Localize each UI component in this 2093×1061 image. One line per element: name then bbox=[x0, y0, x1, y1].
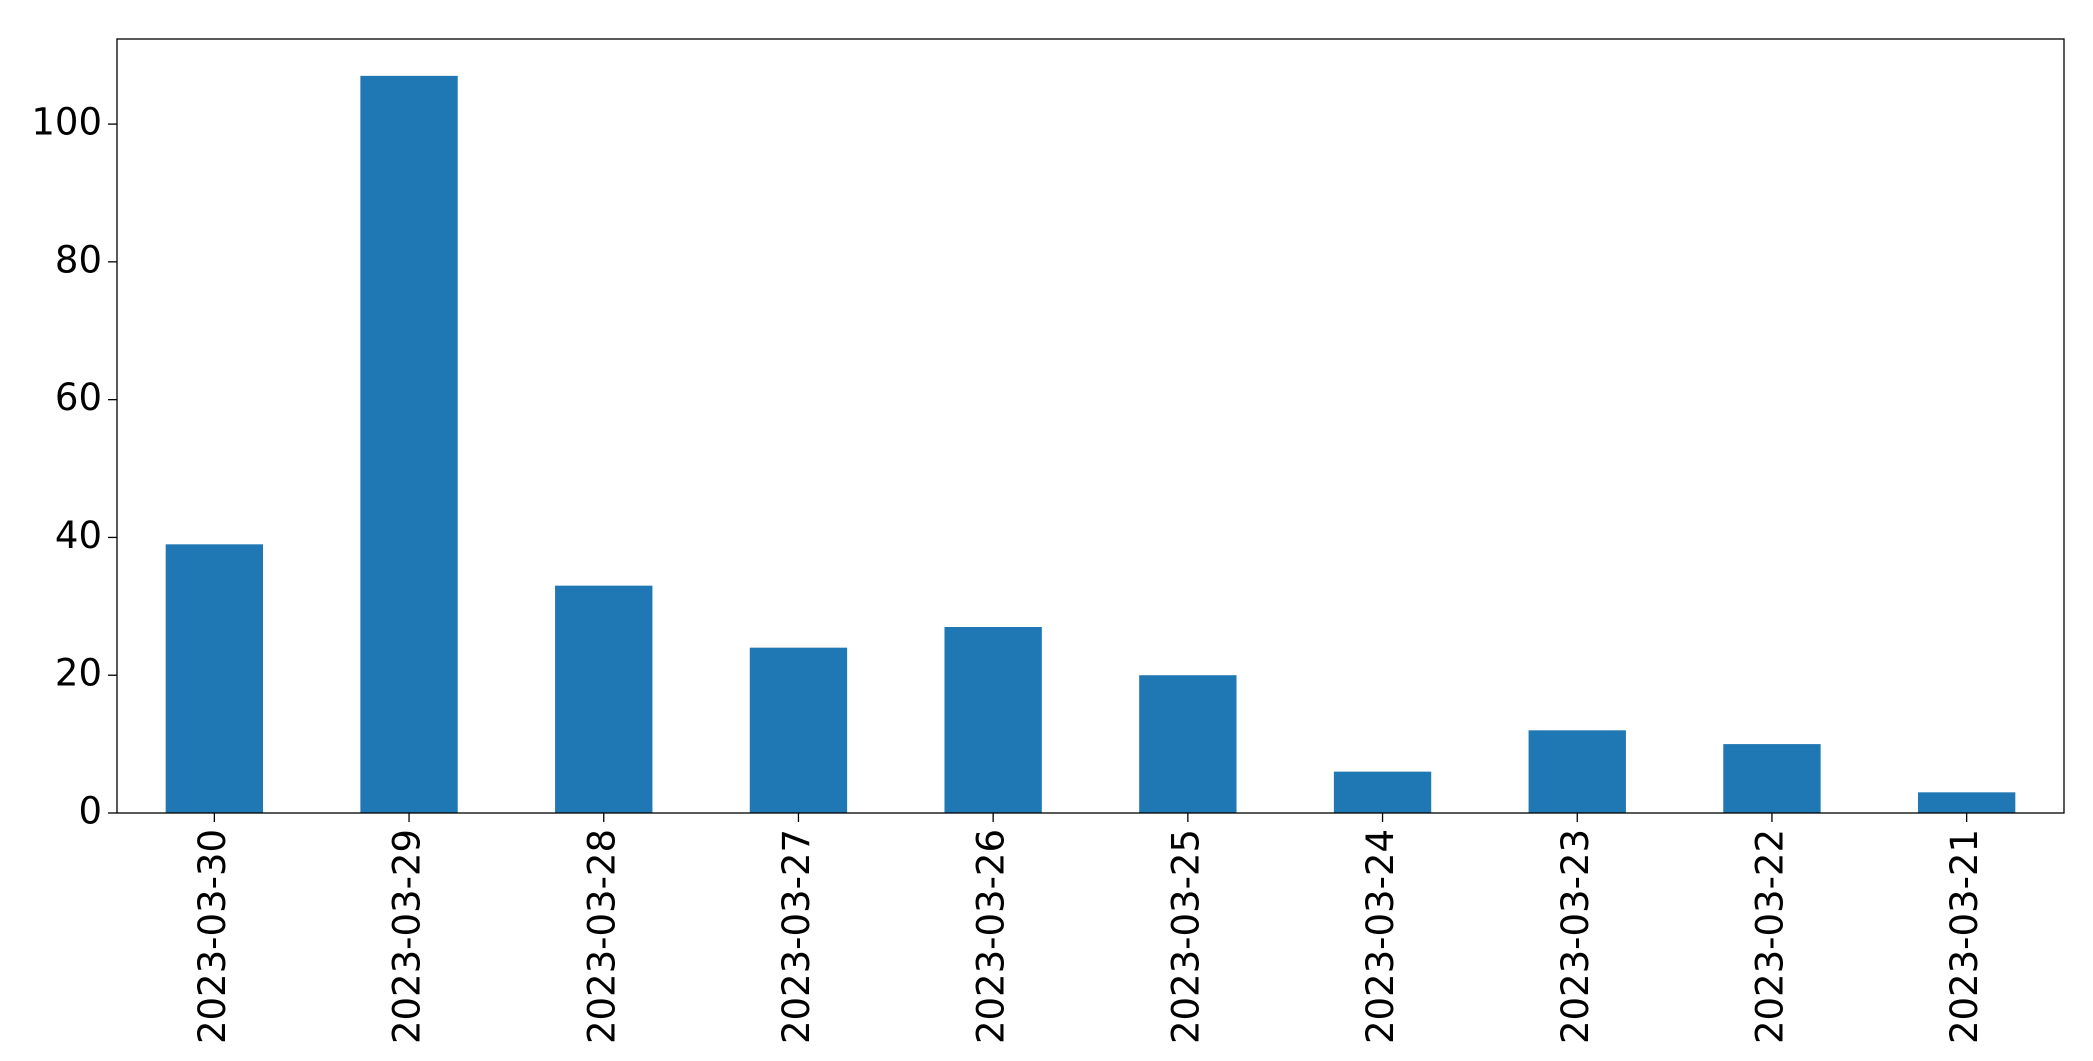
bar bbox=[1723, 744, 1821, 813]
bar bbox=[1139, 675, 1237, 813]
y-tick-label: 40 bbox=[55, 514, 102, 557]
bar bbox=[360, 75, 458, 814]
bar bbox=[1333, 771, 1432, 813]
bar bbox=[555, 585, 653, 813]
x-tick-label: 2023-03-28 bbox=[580, 829, 623, 1044]
y-tick-label: 0 bbox=[78, 790, 102, 833]
plot-frame bbox=[116, 38, 2065, 814]
x-tick-label: 2023-03-29 bbox=[386, 829, 429, 1044]
x-tick-label: 2023-03-22 bbox=[1748, 829, 1791, 1044]
x-tick-label: 2023-03-27 bbox=[775, 829, 818, 1044]
y-tick-label: 80 bbox=[55, 238, 102, 281]
x-tick-label: 2023-03-30 bbox=[191, 829, 234, 1044]
y-tick-label: 100 bbox=[31, 101, 102, 144]
bar bbox=[165, 544, 264, 813]
bar bbox=[1528, 730, 1626, 813]
x-tick-label: 2023-03-23 bbox=[1554, 829, 1597, 1044]
y-tick-label: 20 bbox=[55, 652, 102, 695]
bar bbox=[749, 647, 848, 813]
x-tick-label: 2023-03-21 bbox=[1943, 829, 1986, 1044]
x-tick-label: 2023-03-24 bbox=[1359, 829, 1402, 1044]
y-tick-label: 60 bbox=[55, 376, 102, 419]
x-tick-label: 2023-03-25 bbox=[1164, 829, 1207, 1044]
bar bbox=[944, 626, 1042, 813]
x-tick-label: 2023-03-26 bbox=[970, 829, 1013, 1044]
bar bbox=[1917, 792, 2016, 813]
